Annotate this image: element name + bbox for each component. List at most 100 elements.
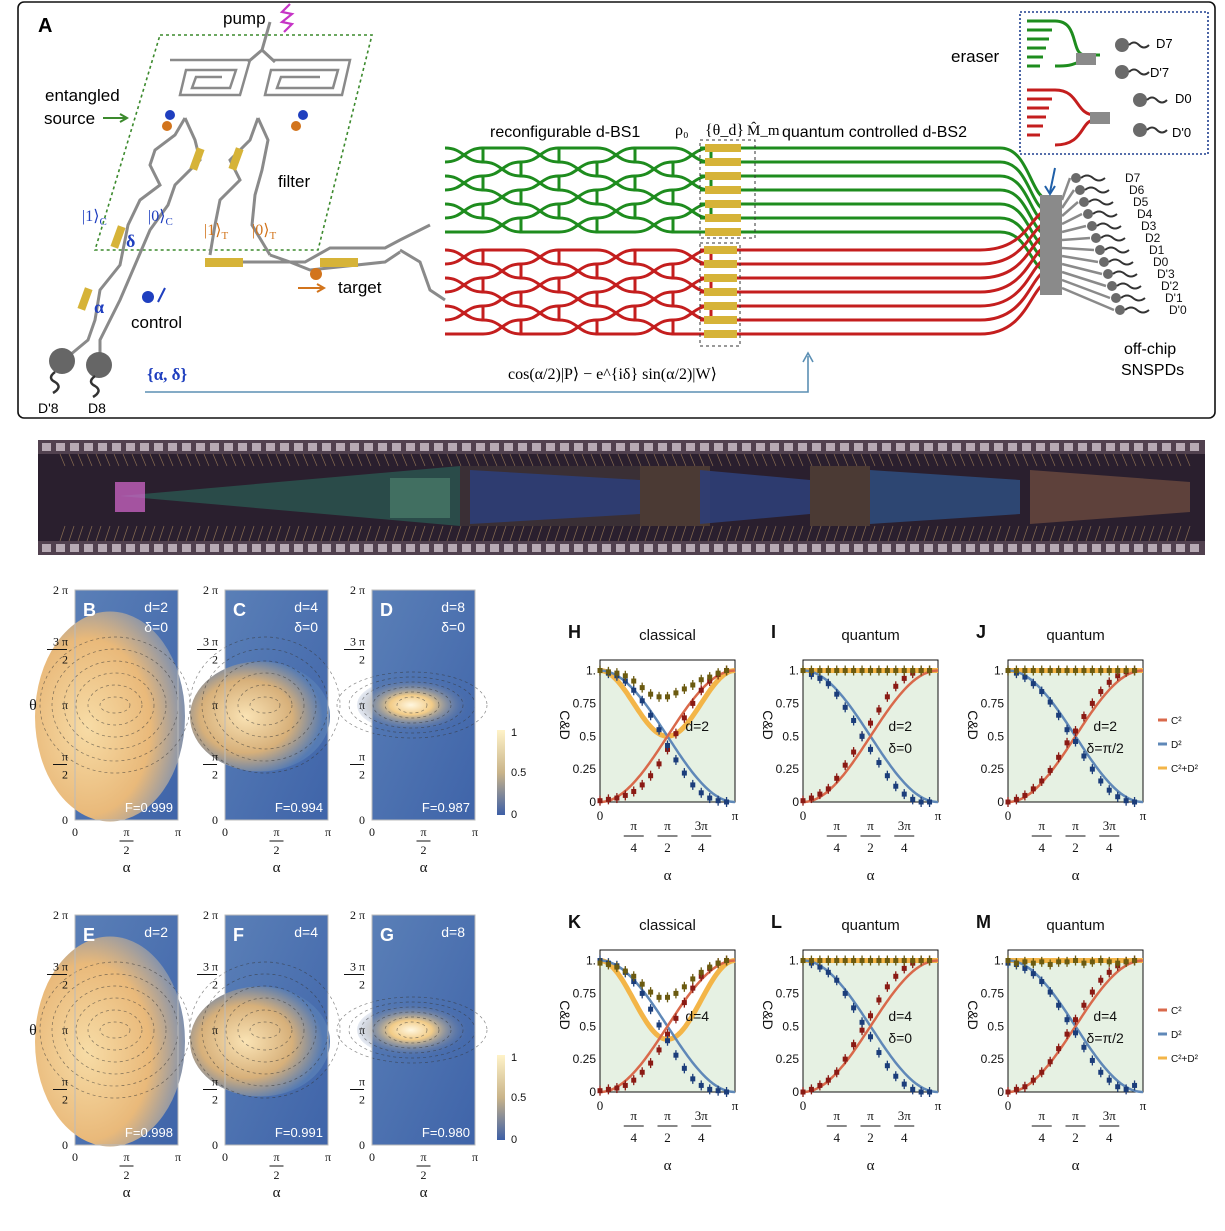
data-point <box>927 1089 933 1095</box>
data-point <box>622 673 628 679</box>
chip-pad <box>1078 544 1087 552</box>
chip-wire <box>275 525 282 542</box>
data-point <box>715 960 721 966</box>
chip-wire <box>941 525 948 542</box>
phase-shifter <box>705 144 741 152</box>
y-tick-label: 0.5 <box>579 1019 596 1033</box>
chip-wire <box>797 453 804 467</box>
detector-label: D'8 <box>38 400 59 416</box>
chip-wire <box>1094 525 1101 542</box>
contour-line <box>213 985 317 1075</box>
data-point <box>1098 689 1104 695</box>
chip-pad <box>210 544 219 552</box>
chip-pad <box>658 443 667 451</box>
fiber-icon <box>1120 294 1146 302</box>
x-axis-label: α <box>1072 1158 1080 1174</box>
data-point <box>893 668 899 674</box>
chip-wire <box>383 453 390 467</box>
d-label: d=2 <box>144 924 168 940</box>
chip-pad <box>812 544 821 552</box>
contour-line <box>225 672 305 738</box>
chip-wire <box>617 525 624 542</box>
chip-wire <box>950 453 957 467</box>
chip-pad <box>1064 443 1073 451</box>
data-point <box>1132 958 1138 964</box>
x-tick-label: 4 <box>833 1130 840 1145</box>
data-point <box>1123 798 1129 804</box>
phase-shifter <box>704 246 737 254</box>
data-point <box>597 1088 603 1094</box>
chip-wire <box>842 453 849 467</box>
contour-line <box>63 985 167 1075</box>
chip-wire <box>959 525 966 542</box>
data-point <box>622 968 628 974</box>
data-point <box>817 964 823 970</box>
data-point <box>648 773 654 779</box>
chip-pad <box>672 544 681 552</box>
y-tick-label: 0.75 <box>981 696 1005 710</box>
pump-waveguide <box>247 21 277 64</box>
series-c2-line <box>599 959 736 1094</box>
x-axis-label: α <box>1072 868 1080 884</box>
arrow-head-icon <box>802 351 814 363</box>
delta-label: δ=0 <box>144 619 168 635</box>
data-point <box>1081 1044 1087 1050</box>
y-axis-label: C&D <box>965 1000 981 1030</box>
d-label: d=4 <box>294 924 318 940</box>
data-point <box>673 1015 679 1021</box>
chip-pad <box>336 544 345 552</box>
y-tick-label: 2 <box>212 978 218 992</box>
data-point <box>1047 1059 1053 1065</box>
data-point <box>901 1081 907 1087</box>
data-point <box>665 742 671 748</box>
x-axis-label: α <box>123 1185 131 1201</box>
fiber-icon <box>89 375 100 399</box>
chip-wire <box>644 525 651 542</box>
chip-wire <box>293 453 300 467</box>
y-tick-label: 0 <box>997 1085 1004 1099</box>
y-tick-label: 2 <box>359 978 365 992</box>
chip-wire <box>1058 453 1065 467</box>
panel-a: A pump entangled source <box>17 1 1216 419</box>
chip-wire <box>392 525 399 542</box>
fidelity-label: F=0.998 <box>125 1125 173 1140</box>
contour-line <box>63 660 167 750</box>
data-point <box>1089 700 1095 706</box>
data-point <box>597 798 603 804</box>
contour-line <box>384 1016 440 1044</box>
chip-wire <box>1103 453 1110 467</box>
chip-wire <box>311 525 318 542</box>
data-point <box>690 682 696 688</box>
chip-pad <box>574 443 583 451</box>
data-point <box>631 979 637 985</box>
chip-pad <box>252 443 261 451</box>
chip-wire <box>914 525 921 542</box>
contour-line <box>213 660 317 750</box>
chip-wire <box>617 453 624 467</box>
chip-pad <box>756 443 765 451</box>
chip-wire <box>680 453 687 467</box>
fiber-icon <box>1124 306 1150 314</box>
detector-icon <box>1087 221 1097 231</box>
chip-pad <box>84 443 93 451</box>
y-tick-label: 1. <box>789 954 799 968</box>
data-point <box>724 958 730 964</box>
fiber-icon <box>1084 186 1110 194</box>
chip-pad <box>826 544 835 552</box>
x-tick-label: π <box>175 1150 181 1164</box>
series-c2-line <box>1007 669 1144 804</box>
chip-pad <box>406 443 415 451</box>
y-tick-label: 0.5 <box>782 1019 799 1033</box>
detector-icon <box>86 352 112 378</box>
chip-pad <box>350 544 359 552</box>
target-photon-icon <box>310 268 322 280</box>
y-tick-label: π <box>359 1023 365 1037</box>
chip-wire <box>833 453 840 467</box>
data-point <box>817 958 823 964</box>
x-tick-label: 3π <box>898 1108 912 1123</box>
x-tick-label: π <box>325 1150 331 1164</box>
chip-pad <box>854 544 863 552</box>
data-point <box>707 1086 713 1092</box>
heatmap-peak <box>357 677 477 733</box>
chip-wire <box>257 525 264 542</box>
